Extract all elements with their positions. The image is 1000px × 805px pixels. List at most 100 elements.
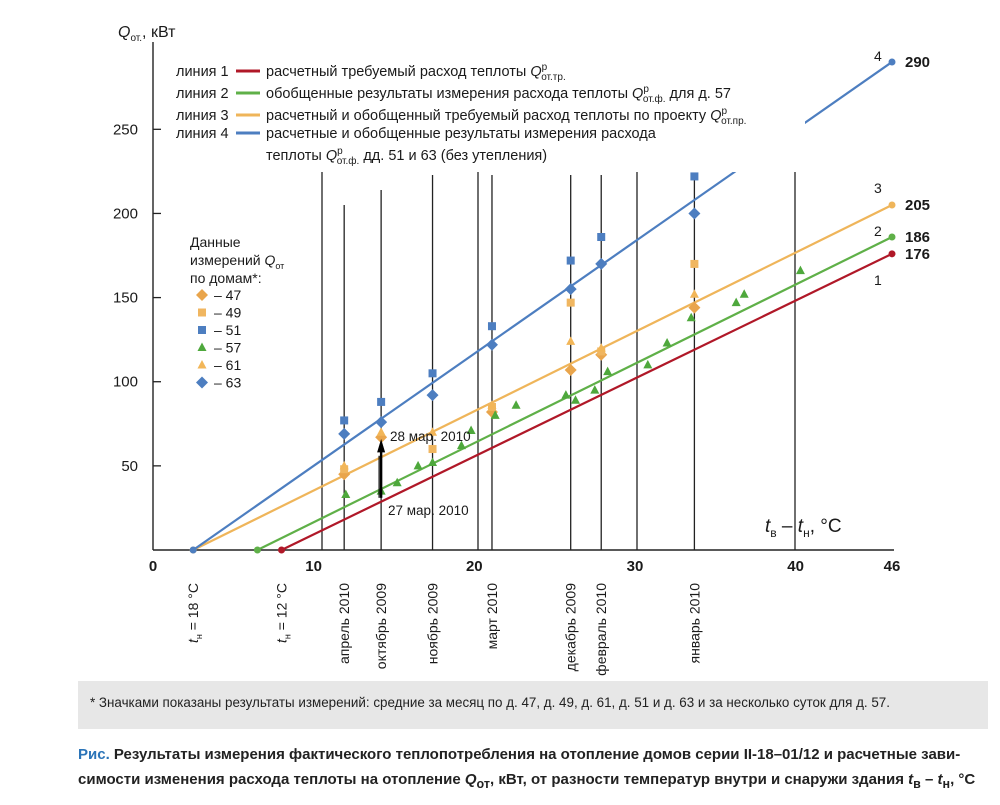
line-end-dot-1 (888, 250, 896, 258)
marker-legend-symbol (198, 308, 206, 317)
change-arrow-head (377, 438, 386, 453)
x-tick-label: 40 (787, 558, 804, 575)
line-number-label: 3 (874, 180, 882, 196)
legend-text: расчетные и обобщенные результаты измере… (266, 126, 657, 142)
data-point (487, 400, 497, 409)
legend-line-text: расчетный и обобщенный требуемый расход … (266, 106, 746, 127)
month-label: январь 2010 (686, 583, 702, 664)
legend-line-label: линия 3 (176, 108, 229, 124)
y-axis-label-unit: , кВт (142, 24, 176, 41)
marker-legend-label: – 49 (214, 305, 241, 321)
marker-legend-label: – 61 (214, 357, 241, 373)
caption-t2-sub: н (942, 777, 951, 791)
marker-legend-title: Данные (190, 234, 241, 250)
caption-line1: Результаты измерения фактического теплоп… (109, 746, 961, 763)
legend-line-text: обобщенные результаты измерения расхода … (266, 84, 731, 105)
caption-end: , °C (950, 771, 976, 788)
data-point (376, 427, 386, 436)
outdoor-temp-label: tн = 12 °C (274, 583, 293, 643)
x-tick-label: 0 (149, 558, 157, 575)
data-point (566, 336, 576, 345)
legend-q: Q (326, 148, 337, 164)
x-axis-label-t1: t (765, 516, 771, 537)
annotation-label: 27 мар. 2010 (388, 503, 469, 518)
x-axis-label-dash: – (777, 516, 798, 537)
data-point (428, 445, 437, 454)
data-point (456, 440, 466, 450)
x-tick-label: 30 (627, 558, 644, 575)
x-axis-label-t2: t (798, 516, 804, 537)
figure-caption: Рис. Результаты измерения фактического т… (78, 742, 983, 797)
month-label: март 2010 (484, 583, 500, 650)
legend-text: расчетный и обобщенный требуемый расход … (266, 108, 710, 124)
data-point (662, 338, 672, 347)
caption-label: Рис. (78, 746, 110, 763)
y-tick-label: 250 (113, 121, 138, 138)
legend-line-label: линия 1 (176, 64, 229, 80)
legend-line-label: линия 4 (176, 126, 229, 142)
marker-legend-symbol (198, 326, 206, 334)
legend-tail: дд. 51 и 63 (без утепления) (359, 148, 547, 164)
line-start-dot-4 (189, 546, 197, 554)
legend-sub: от.пр. (721, 116, 746, 127)
legend-line-text: расчетный требуемый расход теплоты Qр от.… (266, 62, 566, 83)
data-point (686, 312, 696, 322)
data-point (413, 460, 423, 470)
data-point (689, 289, 699, 298)
x-axis-label-sub2: н (803, 526, 810, 540)
data-point (564, 363, 577, 376)
data-point (688, 207, 701, 220)
data-point (341, 489, 351, 498)
temp-label-value: = 12 °C (274, 583, 290, 634)
temp-label-t: t (274, 638, 290, 643)
temp-label-sub: н (283, 634, 293, 639)
legend-sup: р (722, 106, 728, 117)
data-point (566, 298, 575, 307)
data-point (590, 385, 600, 394)
month-label: декабрь 2009 (563, 583, 579, 672)
data-point (426, 389, 439, 402)
marker-legend-title-q: Q (264, 252, 275, 268)
legend-sub: от.ф. (643, 93, 666, 105)
annotation-label: 28 мар. 2010 (390, 429, 471, 444)
data-point (597, 233, 606, 242)
line-end-dot-2 (888, 233, 896, 241)
data-point (338, 427, 351, 440)
caption-q: Q (464, 771, 477, 788)
marker-legend-label: – 51 (214, 322, 241, 338)
data-point (428, 369, 437, 378)
temp-label-value: = 18 °C (185, 583, 201, 634)
data-point (596, 343, 606, 352)
x-tick-label: 10 (305, 558, 322, 575)
month-label: ноябрь 2009 (425, 583, 441, 664)
regression-line-2 (256, 236, 893, 551)
marker-legend-title: по домам*: (190, 270, 262, 286)
y-tick-label: 200 (113, 205, 138, 222)
outdoor-temp-label: tн = 18 °C (185, 583, 204, 643)
line-number-label: 1 (874, 272, 882, 288)
data-point (466, 425, 476, 435)
marker-legend-label: – 57 (214, 340, 241, 356)
y-tick-label: 50 (121, 458, 138, 475)
data-point (485, 338, 498, 351)
data-point (564, 283, 577, 296)
line-end-dot-3 (888, 201, 896, 209)
data-point (377, 397, 386, 406)
data-point (511, 400, 521, 409)
data-point (795, 265, 805, 275)
data-point (595, 257, 608, 270)
data-point (571, 395, 581, 404)
data-point (428, 427, 438, 436)
marker-legend-symbol (196, 289, 208, 301)
x-tick-label: 20 (466, 558, 483, 575)
data-point (340, 416, 349, 425)
x-axis-label-sub1: в (770, 526, 776, 540)
data-point (690, 172, 699, 181)
caption-line2b: , кВт, от разности температур внутри и с… (489, 771, 909, 788)
data-point (603, 366, 613, 376)
data-point (375, 416, 388, 429)
month-label: апрель 2010 (336, 583, 352, 664)
month-label: февраль 2010 (593, 583, 609, 676)
marker-legend-title: измерений Qот (190, 252, 284, 271)
legend-sub: от.тр. (541, 72, 566, 83)
